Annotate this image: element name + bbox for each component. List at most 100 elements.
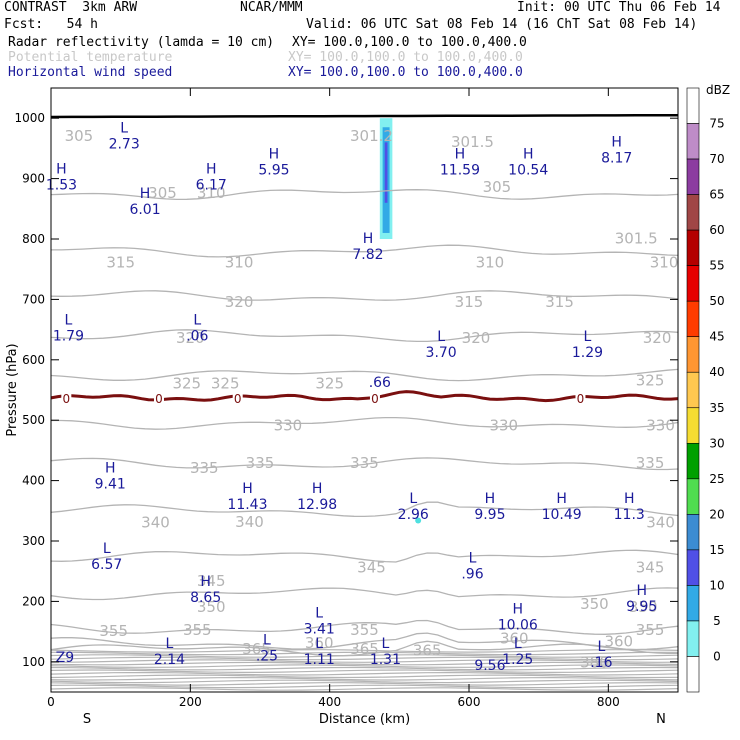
y-tick-label: 500: [22, 413, 45, 427]
theta-contour-365: [50, 640, 678, 657]
y-tick-label: 300: [22, 534, 45, 548]
isentrope-packed-line: [50, 649, 679, 653]
y-tick-label: 1000: [14, 111, 45, 125]
model-title: CONTRAST 3km ARW: [4, 0, 138, 15]
theta-label: 340: [646, 513, 675, 531]
wind-extremum-value: .66: [369, 375, 391, 391]
wind-extremum-high: H: [556, 491, 567, 507]
theta-label: 340: [235, 513, 264, 531]
wind-extremum-value: 9.95: [474, 507, 505, 523]
theta-label: 360: [604, 632, 633, 650]
colorbar-swatch: [686, 514, 700, 551]
colorbar-label: 25: [709, 472, 724, 486]
isentrope-packed-line: [50, 684, 679, 689]
x-tick-label: 400: [318, 695, 341, 709]
theta-label: 310: [225, 254, 254, 272]
theta-label: 365: [413, 641, 442, 659]
wind-extremum-value: 5.95: [258, 163, 289, 179]
theta-label: 350: [197, 598, 226, 616]
x-end-label-left: S: [83, 712, 91, 727]
colorbar-label: 45: [709, 330, 724, 344]
wind-extremum-value: 6.17: [196, 178, 227, 194]
colorbar-swatch: [686, 656, 700, 693]
wind-extremum-high: H: [363, 231, 374, 247]
y-tick-label: 200: [22, 594, 45, 608]
wind-extremum-high: H: [56, 162, 67, 178]
theta-label: 325: [636, 371, 665, 389]
wind-extremum-value: 8.17: [601, 150, 632, 166]
theta-label: 315: [545, 293, 574, 311]
theta-contour-320: [50, 329, 679, 343]
theta-label: 301.2: [350, 127, 393, 145]
zero-contour-label: 0: [371, 392, 379, 406]
theta-label: 330: [489, 417, 518, 435]
colorbar-swatch: [686, 407, 700, 444]
colorbar-label: 35: [709, 401, 724, 415]
wind-extremum-low: L: [584, 329, 592, 345]
y-tick-label: 600: [22, 353, 45, 367]
theta-label: 355: [183, 621, 212, 639]
colorbar-label: 75: [709, 117, 724, 131]
zero-contour-label: 0: [234, 392, 242, 406]
theta-label: 350: [580, 595, 609, 613]
theta-contour-325: [50, 368, 679, 382]
colorbar-label: 15: [709, 543, 724, 557]
isentrope-packed-line: [50, 659, 679, 663]
wind-extremum-value: .16: [590, 655, 612, 671]
wind-extremum-low: L: [315, 606, 323, 622]
colorbar-label: 55: [709, 259, 724, 273]
wind-extremum-value: 1.25: [502, 652, 533, 668]
y-tick-label: 800: [22, 232, 45, 246]
wind-extremum-low: L: [597, 639, 605, 655]
theta-contour-335: [50, 457, 679, 471]
wind-extremum-value: 3.70: [426, 345, 457, 361]
wind-extremum-value: 11.59: [440, 163, 480, 179]
zero-contour-label-bg: [153, 393, 164, 406]
zero-contour-label-bg: [61, 393, 72, 406]
wind-extremum-low: L: [65, 313, 73, 329]
wind-extremum-high: H: [611, 134, 622, 150]
theta-label: 301.5: [615, 230, 658, 248]
wind-extremum-value: 1.31: [370, 652, 401, 668]
colorbar-label: 40: [709, 365, 724, 379]
y-tick-label: 100: [22, 655, 45, 669]
wind-extremum-low: L: [103, 541, 111, 557]
theta-label: 305: [148, 184, 177, 202]
wind-extremum-value: Z9: [56, 650, 75, 666]
colorbar-swatch: [686, 371, 700, 409]
theta-label: 360: [305, 634, 334, 652]
theta-label: 335: [246, 454, 275, 472]
colorbar-swatch: [686, 585, 700, 622]
wind-extremum-value: 1.11: [304, 652, 335, 668]
colorbar-label: 0: [713, 649, 721, 663]
theta-label: 320: [643, 329, 672, 347]
isentrope-packed-line: [51, 651, 678, 656]
isentrope-packed-line: [50, 656, 679, 661]
theta-label: 310: [197, 184, 226, 202]
theta-label: 355: [636, 621, 665, 639]
zero-contour-label: 0: [155, 392, 163, 406]
colorbar-unit: dBZ: [706, 83, 730, 97]
theta-contour-305: [50, 189, 679, 201]
wind-extremum-value: 11.3: [614, 507, 645, 523]
wind-extremum-value: 10.54: [508, 163, 548, 179]
theta-contour-310: [51, 244, 679, 258]
theta-contour-340: [50, 501, 679, 518]
reflectivity-fill-layer: [379, 118, 422, 524]
zero-contour-label-bg: [232, 393, 243, 406]
theta-label: 330: [646, 417, 675, 435]
x-tick-label: 200: [179, 695, 202, 709]
wind-extremum-high: H: [200, 574, 211, 590]
colorbar-swatch: [686, 478, 700, 515]
wind-extremum-low: L: [166, 636, 174, 652]
x-axis-label: Distance (km): [319, 712, 410, 727]
wind-extremum-high: H: [523, 147, 534, 163]
wind-extremum-low: L: [437, 329, 445, 345]
zero-contour-label-bg: [369, 393, 380, 406]
zero-contour-label: 0: [63, 392, 71, 406]
isentrope-packed-line: [50, 664, 679, 668]
theta-contour-330: [51, 416, 679, 430]
isentrope-packed-line: [50, 669, 679, 674]
